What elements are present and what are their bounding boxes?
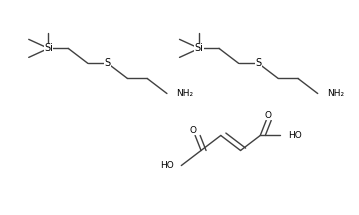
Text: HO: HO (288, 131, 302, 140)
Text: Si: Si (195, 43, 204, 53)
Text: O: O (190, 126, 197, 135)
Text: O: O (265, 111, 271, 120)
Text: NH₂: NH₂ (176, 89, 193, 98)
Text: HO: HO (160, 161, 173, 170)
Text: Si: Si (44, 43, 53, 53)
Text: NH₂: NH₂ (327, 89, 344, 98)
Text: S: S (104, 58, 111, 68)
Text: S: S (255, 58, 262, 68)
